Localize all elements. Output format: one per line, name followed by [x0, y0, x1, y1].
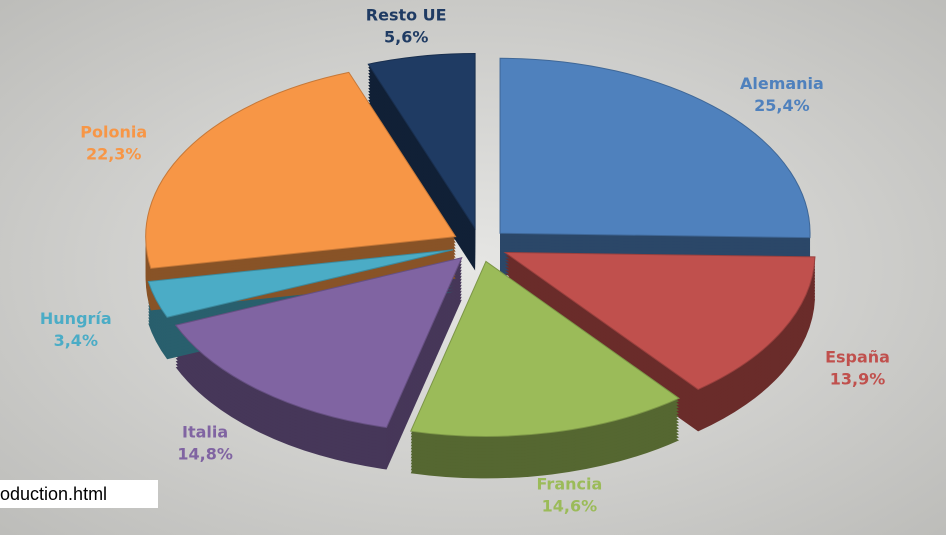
value-label: 13,9%: [830, 370, 886, 389]
value-label: 5,6%: [384, 28, 428, 47]
category-label: Polonia: [80, 123, 147, 142]
value-label: 3,4%: [54, 331, 98, 350]
value-label: 22,3%: [86, 145, 142, 164]
category-label: Francia: [537, 475, 603, 494]
category-label: Italia: [182, 422, 228, 441]
value-label: 25,4%: [754, 96, 810, 115]
value-label: 14,8%: [177, 444, 233, 463]
value-label: 14,6%: [542, 497, 598, 516]
category-label: Hungría: [40, 309, 112, 328]
category-label: España: [825, 348, 890, 367]
category-label: Alemania: [740, 74, 824, 93]
category-label: Resto UE: [366, 6, 447, 25]
overlay-text: oduction.html: [0, 484, 107, 504]
chart: Alemania 25,4% España 13,9% Francia 14,6% Ital…: [0, 0, 946, 535]
